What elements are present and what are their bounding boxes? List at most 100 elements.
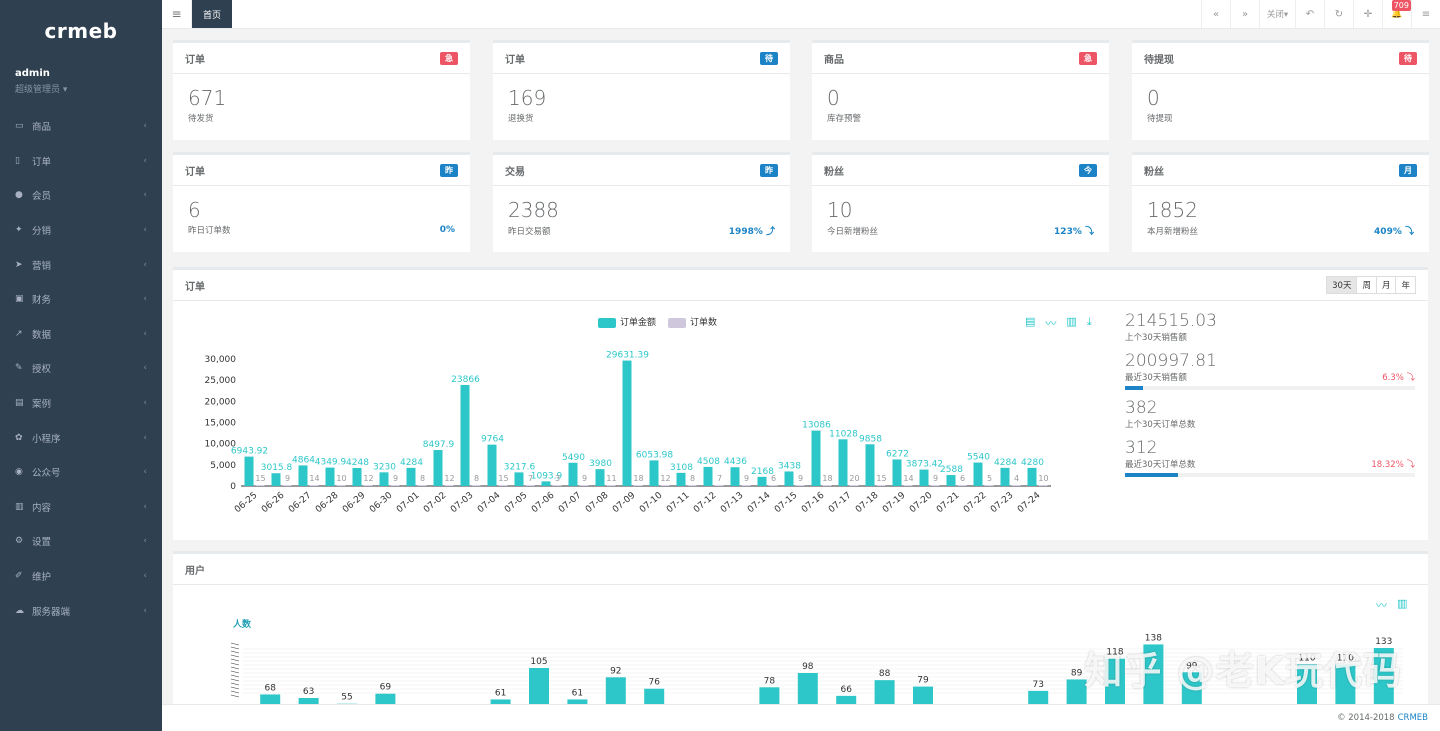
order-amount-bar[interactable] bbox=[730, 467, 740, 486]
order-amount-bar[interactable] bbox=[757, 476, 767, 486]
order-amount-bar[interactable] bbox=[865, 444, 875, 486]
order-count-bar[interactable] bbox=[633, 485, 643, 487]
order-count-bar[interactable] bbox=[795, 485, 805, 487]
footer-brand-link[interactable]: CRMEB bbox=[1397, 713, 1428, 723]
order-amount-bar[interactable] bbox=[622, 360, 632, 486]
order-count-bar[interactable] bbox=[822, 485, 832, 487]
order-amount-bar[interactable] bbox=[379, 472, 389, 486]
download-icon[interactable]: ⤓ bbox=[1086, 315, 1092, 328]
scroll-left-icon[interactable]: « bbox=[1201, 0, 1230, 28]
line-chart-icon[interactable]: 〰 bbox=[1376, 599, 1387, 612]
user-count-bar[interactable] bbox=[797, 673, 818, 711]
user-count-bar[interactable] bbox=[529, 668, 549, 711]
sidebar-item-8[interactable]: ▤ 案例 ‹ bbox=[0, 386, 162, 421]
order-count-bar[interactable] bbox=[687, 485, 697, 487]
order-count-bar[interactable] bbox=[903, 485, 913, 487]
menu-toggle-icon[interactable]: ≡ bbox=[162, 0, 192, 28]
bar-chart-icon[interactable]: ▥ bbox=[1066, 315, 1077, 328]
period-month-button[interactable]: 月 bbox=[1376, 277, 1397, 293]
order-amount-bar[interactable] bbox=[298, 465, 308, 486]
sidebar-item-3[interactable]: ✦ 分销 ‹ bbox=[0, 213, 162, 248]
data-view-icon[interactable]: ▤ bbox=[1025, 315, 1036, 328]
fullscreen-icon[interactable]: ✛ bbox=[1353, 0, 1382, 28]
order-amount-bar[interactable] bbox=[433, 450, 443, 486]
order-count-bar[interactable] bbox=[444, 485, 454, 487]
tab-home[interactable]: 首页 bbox=[192, 0, 232, 28]
order-count-bar[interactable] bbox=[741, 485, 751, 487]
logo[interactable]: crmeb bbox=[44, 19, 118, 43]
notification-bell-button[interactable]: 🔔 709 bbox=[1382, 0, 1411, 28]
period-30-days-button[interactable]: 30天 bbox=[1327, 277, 1358, 293]
order-count-bar[interactable] bbox=[390, 485, 400, 487]
order-amount-bar[interactable] bbox=[784, 471, 794, 486]
user-role-dropdown[interactable]: 超级管理员 ▾ bbox=[15, 85, 68, 95]
order-amount-bar[interactable] bbox=[676, 472, 686, 486]
legend-order-count[interactable]: 订单数 bbox=[668, 315, 717, 328]
sidebar-item-5[interactable]: ▣ 财务 ‹ bbox=[0, 282, 162, 317]
refresh-icon[interactable]: ↻ bbox=[1324, 0, 1353, 28]
sidebar-item-12[interactable]: ⚙ 设置 ‹ bbox=[0, 524, 162, 559]
user-count-bar[interactable] bbox=[1143, 644, 1164, 711]
sidebar-item-2[interactable]: ● 会员 ‹ bbox=[0, 178, 162, 213]
order-amount-bar[interactable] bbox=[703, 466, 713, 486]
order-amount-bar[interactable] bbox=[406, 467, 416, 486]
period-year-button[interactable]: 年 bbox=[1396, 277, 1415, 293]
more-menu-icon[interactable]: ≡ bbox=[1411, 0, 1440, 28]
order-amount-bar[interactable] bbox=[541, 481, 551, 486]
order-count-bar[interactable] bbox=[363, 485, 373, 487]
user-count-bar[interactable] bbox=[1105, 658, 1125, 711]
line-chart-icon[interactable]: 〰 bbox=[1045, 317, 1057, 330]
back-icon[interactable]: ↶ bbox=[1295, 0, 1324, 28]
order-amount-bar[interactable] bbox=[352, 468, 362, 486]
order-amount-bar[interactable] bbox=[487, 444, 497, 486]
order-count-bar[interactable] bbox=[957, 485, 967, 487]
sidebar-item-7[interactable]: ✎ 授权 ‹ bbox=[0, 351, 162, 386]
order-amount-bar[interactable] bbox=[811, 430, 821, 486]
sidebar-item-10[interactable]: ◉ 公众号 ‹ bbox=[0, 455, 162, 490]
order-amount-bar[interactable] bbox=[919, 469, 929, 486]
order-amount-bar[interactable] bbox=[649, 460, 659, 486]
order-amount-bar[interactable] bbox=[244, 456, 254, 486]
order-count-bar[interactable] bbox=[984, 485, 994, 487]
sidebar-item-13[interactable]: ✐ 维护 ‹ bbox=[0, 559, 162, 594]
order-amount-bar[interactable] bbox=[325, 467, 335, 486]
order-count-bar[interactable] bbox=[309, 485, 319, 487]
scroll-right-icon[interactable]: » bbox=[1230, 0, 1259, 28]
bar-chart-icon[interactable]: ▥ bbox=[1397, 597, 1408, 610]
sidebar-item-9[interactable]: ✿ 小程序 ‹ bbox=[0, 420, 162, 455]
sidebar-item-1[interactable]: ▯ 订单 ‹ bbox=[0, 144, 162, 179]
order-amount-bar[interactable] bbox=[460, 384, 470, 486]
order-count-bar[interactable] bbox=[498, 485, 508, 487]
order-amount-bar[interactable] bbox=[568, 462, 578, 486]
order-amount-bar[interactable] bbox=[946, 475, 956, 486]
order-count-bar[interactable] bbox=[660, 485, 670, 487]
period-week-button[interactable]: 周 bbox=[1357, 277, 1377, 293]
order-count-bar[interactable] bbox=[282, 485, 292, 487]
order-count-bar[interactable] bbox=[471, 485, 481, 487]
order-count-bar[interactable] bbox=[552, 485, 562, 487]
order-count-bar[interactable] bbox=[417, 485, 427, 487]
user-count-bar[interactable] bbox=[1335, 664, 1356, 711]
order-amount-bar[interactable] bbox=[892, 459, 902, 486]
user-count-bar[interactable] bbox=[1181, 672, 1202, 711]
order-amount-bar[interactable] bbox=[1027, 467, 1037, 486]
order-count-bar[interactable] bbox=[1011, 485, 1021, 487]
order-count-bar[interactable] bbox=[336, 485, 346, 487]
order-amount-bar[interactable] bbox=[1000, 467, 1010, 486]
order-count-bar[interactable] bbox=[255, 485, 265, 487]
sidebar-item-0[interactable]: ▭ 商品 ‹ bbox=[0, 109, 162, 144]
legend-order-amount[interactable]: 订单金额 bbox=[598, 315, 656, 328]
order-count-bar[interactable] bbox=[876, 485, 886, 487]
order-count-bar[interactable] bbox=[930, 485, 940, 487]
user-count-bar[interactable] bbox=[605, 677, 626, 711]
user-count-bar[interactable] bbox=[1066, 679, 1087, 711]
sidebar-item-11[interactable]: ▥ 内容 ‹ bbox=[0, 490, 162, 525]
order-amount-bar[interactable] bbox=[271, 473, 281, 486]
order-count-bar[interactable] bbox=[1038, 485, 1048, 487]
sidebar-item-6[interactable]: ↗ 数据 ‹ bbox=[0, 317, 162, 352]
order-count-bar[interactable] bbox=[768, 485, 778, 487]
order-amount-bar[interactable] bbox=[973, 462, 983, 486]
sidebar-item-14[interactable]: ☁ 服务器端 ‹ bbox=[0, 593, 162, 628]
order-count-bar[interactable] bbox=[579, 485, 589, 487]
order-count-bar[interactable] bbox=[525, 485, 535, 487]
